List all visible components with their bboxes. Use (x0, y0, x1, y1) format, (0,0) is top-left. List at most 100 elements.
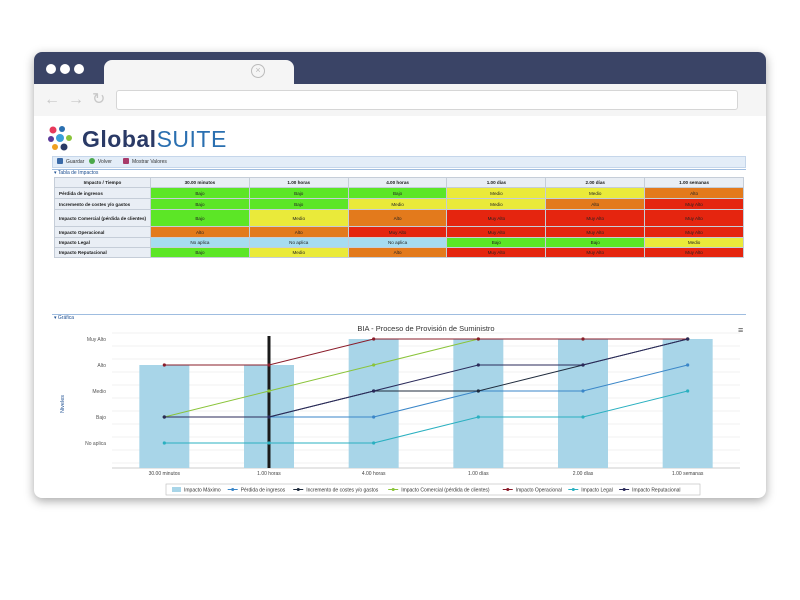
logo-wordmark: GlobalSUITE (82, 124, 227, 154)
table-cell: Muy Alto (446, 247, 547, 258)
back-arrow-icon[interactable]: ← (44, 91, 60, 108)
x-tick-label: 30.00 minutos (149, 471, 181, 477)
chart-point (581, 415, 585, 419)
browser-tab[interactable] (104, 60, 294, 86)
table-cell: Muy Alto (446, 209, 547, 227)
y-tick-label: Alto (97, 363, 106, 369)
table-row-header: Impacto Comercial (pérdida de clientes) (54, 209, 151, 227)
legend-label: Incremento de costes y/o gastos (306, 488, 378, 494)
globalsuite-logo: GlobalSUITE (46, 124, 226, 154)
chart-point (372, 337, 376, 341)
y-tick-label: No aplica (85, 441, 106, 447)
chart-point (162, 415, 166, 419)
legend-marker (391, 488, 395, 491)
table-cell: Medio (446, 198, 547, 210)
table-cell: No aplica (347, 237, 448, 248)
legend-marker (506, 488, 510, 491)
chart-bar (453, 339, 504, 468)
impact-table-section-title: Tabla de Impactos (57, 170, 99, 176)
chart-series-line (164, 338, 688, 418)
chart-bar (558, 339, 608, 468)
app-toolbar: Guardar Volver Mostrar Valores (52, 156, 746, 168)
table-cell: Alto (545, 198, 646, 210)
table-column-header: 1.00 días (446, 177, 547, 188)
table-cell: Medio (347, 198, 448, 210)
table-cell: Muy Alto (446, 226, 547, 238)
chart-series-line (164, 338, 688, 366)
show-values-icon (123, 158, 129, 164)
chart-menu-icon[interactable]: ≡ (738, 325, 743, 335)
y-tick-label: Muy Alto (87, 337, 106, 343)
address-bar[interactable] (116, 90, 738, 110)
tab-close-icon[interactable]: × (251, 64, 265, 78)
table-cell: Muy Alto (347, 226, 448, 238)
legend-swatch (172, 487, 181, 492)
back-button[interactable]: Volver (89, 158, 112, 167)
show-values-button[interactable]: Mostrar Valores (123, 158, 167, 167)
y-tick-label: Bajo (96, 415, 106, 421)
table-row: Incremento de costes y/o gastos Bajo Bajo M… (54, 198, 744, 210)
table-cell: Bajo (150, 247, 250, 258)
chart-point (267, 389, 271, 393)
table-cell: Bajo (150, 209, 250, 227)
chart-point (267, 441, 271, 445)
legend-label: Impacto Máximo (184, 488, 221, 494)
table-row-header: Impacto Reputacional (54, 247, 151, 258)
table-column-header: 1.00 horas (248, 177, 349, 188)
chart-section-header[interactable]: ▾ Gráfica (52, 314, 746, 322)
table-cell: Muy Alto (644, 209, 744, 227)
y-axis-label: Niveles (60, 395, 66, 413)
table-cell: Alto (347, 247, 448, 258)
table-corner-header: Impacto / Tiempo (54, 177, 151, 188)
brand-name-part2: SUITE (156, 126, 227, 152)
chart-point (686, 389, 690, 393)
table-row: Impacto Legal No aplica No aplica No aplica… (54, 237, 744, 248)
impact-table-section-header[interactable]: ▾ Tabla de Impactos (52, 169, 746, 177)
table-cell: Medio (446, 187, 547, 199)
table-cell: Medio (248, 247, 349, 258)
legend-marker (296, 488, 300, 491)
back-icon (89, 158, 95, 164)
chart-point (476, 337, 480, 341)
brand-name-part1: Global (82, 126, 157, 152)
x-tick-label: 1.00 días (468, 471, 489, 477)
chart-point (686, 363, 690, 367)
table-cell: Medio (644, 237, 744, 248)
window-dot[interactable] (74, 64, 84, 74)
chart-point (267, 363, 271, 367)
table-cell: Muy Alto (644, 226, 744, 238)
chart-point (581, 337, 585, 341)
x-tick-label: 2.00 días (573, 471, 594, 477)
table-cell: Bajo (545, 237, 646, 248)
window-dot[interactable] (60, 64, 70, 74)
chart-point (372, 441, 376, 445)
bia-chart: BIA - Proceso de Provisión de Suministro… (60, 324, 743, 496)
chart-point (476, 363, 480, 367)
table-cell: Bajo (150, 198, 250, 210)
table-cell: Bajo (150, 187, 250, 199)
table-cell: Alto (248, 226, 349, 238)
legend-marker (571, 488, 575, 491)
table-cell: Bajo (248, 198, 349, 210)
legend-label: Impacto Legal (581, 488, 612, 494)
table-cell: Muy Alto (545, 209, 646, 227)
table-cell: Muy Alto (545, 247, 646, 258)
legend-label: Impacto Comercial (pérdida de clientes) (401, 488, 490, 494)
forward-arrow-icon[interactable]: → (68, 91, 84, 108)
reload-icon[interactable]: ↻ (92, 91, 106, 108)
chart-point (581, 389, 585, 393)
save-button[interactable]: Guardar (57, 158, 84, 167)
save-icon (57, 158, 63, 164)
x-tick-label: 1.00 horas (257, 471, 281, 477)
legend-label: Impacto Operacional (516, 488, 562, 494)
back-label: Volver (98, 159, 112, 165)
chart-series-line (164, 390, 688, 444)
table-cell: Alto (347, 209, 448, 227)
table-column-header: 30.00 minutos (150, 177, 250, 188)
table-row-header: Pérdida de ingresos (54, 187, 151, 199)
chart-point (581, 363, 585, 367)
window-dot[interactable] (46, 64, 56, 74)
chart-point (686, 337, 690, 341)
table-row: Pérdida de ingresos Bajo Bajo Bajo Medio Medi… (54, 187, 744, 199)
table-cell: Muy Alto (644, 247, 744, 258)
